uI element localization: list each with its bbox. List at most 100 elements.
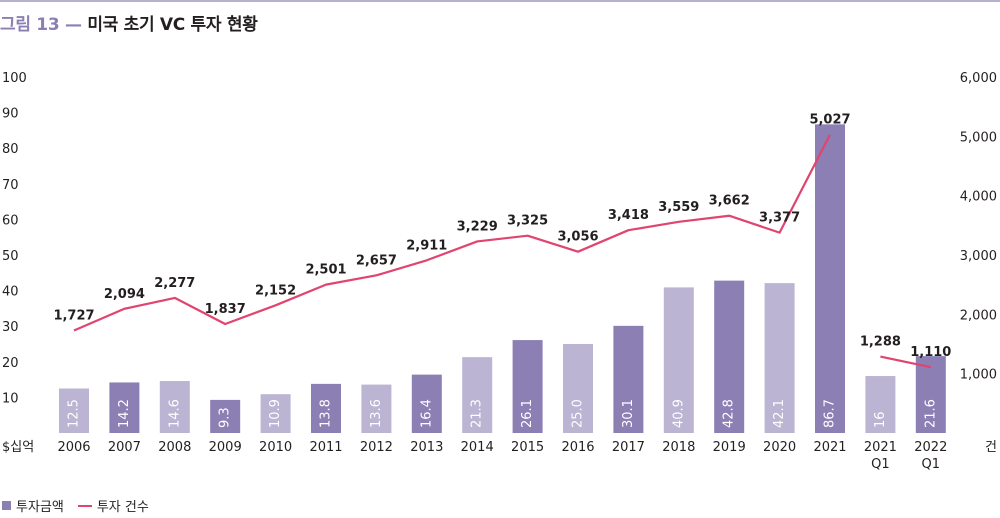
line-value-label-5: 2,501 xyxy=(305,263,346,278)
bar-11 xyxy=(613,325,644,433)
x-tick-label-10: 2016 xyxy=(561,440,594,455)
y-left-tick-1: 20 xyxy=(2,356,19,371)
bar-16 xyxy=(865,376,896,433)
figure-dash: — xyxy=(64,15,82,35)
bar-1 xyxy=(109,382,140,433)
bar-value-label-10: 25.0 xyxy=(571,399,586,428)
bar-value-label-12: 40.9 xyxy=(671,399,686,428)
figure-number: 그림 13 xyxy=(0,15,60,35)
line-value-label-1: 2,094 xyxy=(104,287,145,302)
y-right-tick-1: 2,000 xyxy=(960,308,997,323)
bar-value-label-17: 21.6 xyxy=(923,399,938,428)
bar-value-label-15: 86.7 xyxy=(823,399,838,428)
y-right-tick-0: 1,000 xyxy=(960,368,997,383)
bar-value-label-5: 13.8 xyxy=(319,399,334,428)
line-value-label-8: 3,229 xyxy=(457,219,498,234)
y-right-unit-label: 건 xyxy=(985,440,997,455)
bar-value-label-3: 9.3 xyxy=(218,407,233,428)
y-left-tick-5: 60 xyxy=(2,213,19,228)
y-right-tick-3: 4,000 xyxy=(960,190,997,205)
bar-17 xyxy=(915,356,946,433)
bar-value-label-13: 42.8 xyxy=(722,399,737,428)
legend-line-label: 투자 건수 xyxy=(96,500,149,515)
legend-line-swatch xyxy=(77,504,92,507)
legend: 투자금액 투자 건수 xyxy=(2,496,149,515)
x-tick-label-12: 2018 xyxy=(662,440,695,455)
bar-value-label-4: 10.9 xyxy=(268,399,283,428)
line-value-label-3: 1,837 xyxy=(205,302,246,317)
x-tick-label-8: 2014 xyxy=(461,440,494,455)
x-tick-label-7: 2013 xyxy=(410,440,443,455)
x-tick-label-3: 2009 xyxy=(209,440,242,455)
bar-value-label-8: 21.3 xyxy=(470,399,485,428)
x-tick-label-6: 2012 xyxy=(360,440,393,455)
x-tick-label-17: 2022 Q1 xyxy=(914,440,947,472)
bar-value-label-14: 42.1 xyxy=(772,399,787,428)
legend-bar-swatch xyxy=(2,501,11,510)
line-value-label-17: 1,110 xyxy=(910,345,951,360)
line-value-label-2: 2,277 xyxy=(154,276,195,291)
y-left-tick-6: 70 xyxy=(2,178,19,193)
x-tick-label-0: 2006 xyxy=(57,440,90,455)
bar-value-label-9: 26.1 xyxy=(520,399,535,428)
line-segment-1 xyxy=(880,355,932,369)
x-tick-label-11: 2017 xyxy=(612,440,645,455)
bar-value-label-1: 14.2 xyxy=(117,399,132,428)
bar-3 xyxy=(210,399,241,433)
bar-0 xyxy=(59,388,89,433)
x-tick-label-9: 2015 xyxy=(511,440,544,455)
y-left-tick-3: 40 xyxy=(2,285,19,300)
bar-2 xyxy=(159,381,190,433)
bar-7 xyxy=(411,374,442,433)
bar-value-label-11: 30.1 xyxy=(621,399,636,428)
bar-15 xyxy=(815,124,845,434)
line-value-label-12: 3,559 xyxy=(658,200,699,215)
bar-4 xyxy=(260,394,291,433)
bar-9 xyxy=(512,340,543,433)
figure-title: 그림 13 — 미국 초기 VC 투자 현황 xyxy=(0,10,258,35)
bar-value-label-16: 16 xyxy=(873,411,888,428)
bar-series: 12.5 14.2 14.6 9.3 10.9 13.8 13.6 16.4 21.3 26.1 2… xyxy=(59,124,946,434)
bar-value-label-7: 16.4 xyxy=(419,399,434,428)
line-value-label-9: 3,325 xyxy=(507,214,548,229)
bar-5 xyxy=(311,383,341,433)
line-value-label-7: 2,911 xyxy=(406,238,447,253)
y-left-tick-2: 30 xyxy=(2,320,19,335)
y-left-tick-0: 10 xyxy=(2,391,19,406)
x-tick-label-1: 2007 xyxy=(108,440,141,455)
line-value-label-13: 3,662 xyxy=(709,194,750,209)
line-value-label-16: 1,288 xyxy=(860,335,901,350)
figure-title-text: 미국 초기 VC 투자 현황 xyxy=(87,15,258,35)
y-left-tick-4: 50 xyxy=(2,249,19,264)
y-left-tick-7: 80 xyxy=(2,142,19,157)
line-value-label-6: 2,657 xyxy=(356,253,397,268)
line-value-label-11: 3,418 xyxy=(608,208,649,223)
bar-value-label-6: 13.6 xyxy=(369,399,384,428)
y-left-tick-8: 90 xyxy=(2,107,19,122)
line-segment-0 xyxy=(73,134,831,332)
x-tick-label-15: 2021 xyxy=(813,440,846,455)
line-value-label-10: 3,056 xyxy=(557,230,598,245)
x-tick-label-2: 2008 xyxy=(158,440,191,455)
x-tick-label-4: 2010 xyxy=(259,440,292,455)
y-right-tick-4: 5,000 xyxy=(960,130,997,145)
y-left-unit-label: $십억 xyxy=(2,440,34,455)
x-tick-label-16: 2021 Q1 xyxy=(864,440,897,472)
y-right-tick-2: 3,000 xyxy=(960,249,997,264)
bar-6 xyxy=(361,384,392,433)
x-tick-label-14: 2020 xyxy=(763,440,796,455)
bar-12 xyxy=(663,287,694,433)
y-left-tick-9: 100 xyxy=(2,71,27,86)
x-tick-label-5: 2011 xyxy=(309,440,342,455)
bar-14 xyxy=(764,283,795,433)
legend-bar-label: 투자금액 xyxy=(16,500,64,515)
bar-value-label-2: 14.6 xyxy=(167,399,182,428)
line-value-label-0: 1,727 xyxy=(53,309,94,324)
bar-10 xyxy=(563,344,593,433)
line-value-label-15: 5,027 xyxy=(809,113,850,128)
line-series: 1,727 2,094 2,277 1,837 2,152 2,501 2,657 2,911… xyxy=(53,113,951,369)
bar-13 xyxy=(714,280,745,433)
y-right-tick-5: 6,000 xyxy=(960,71,997,86)
line-value-label-14: 3,377 xyxy=(759,211,800,226)
